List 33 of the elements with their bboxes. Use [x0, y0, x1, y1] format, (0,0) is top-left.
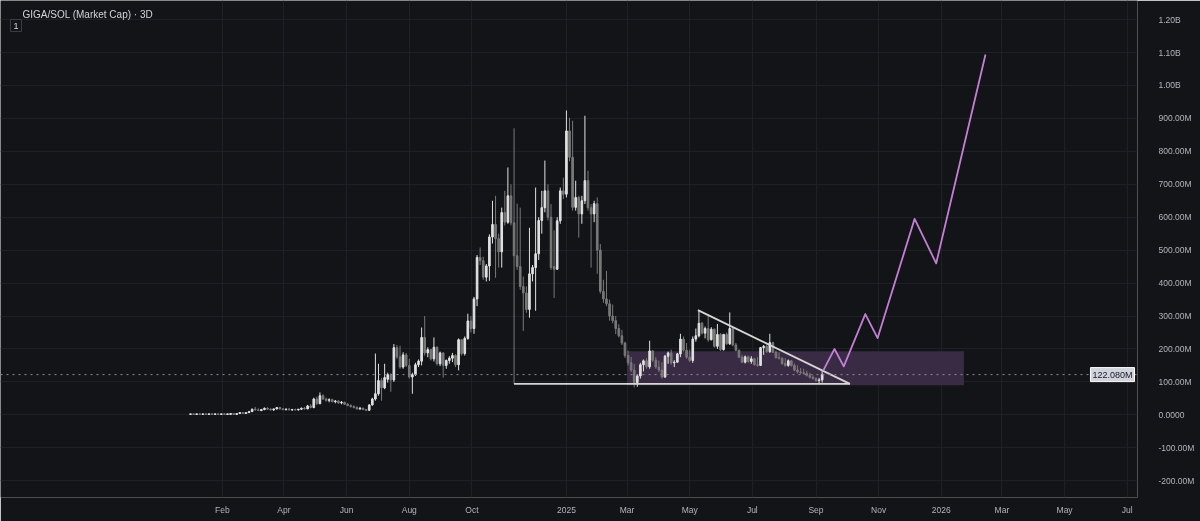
x-tick-label: Apr: [277, 504, 291, 515]
x-tick-label: Jul: [746, 504, 758, 515]
text: GIGA/SOL (Market Cap) · 3D: [22, 9, 153, 20]
x-tick-label: Nov: [871, 504, 887, 515]
y-tick-label: 800.00M: [1158, 146, 1192, 157]
x-tick-label: 2026: [931, 504, 952, 515]
x-tick-label: Oct: [465, 504, 480, 515]
y-tick-label: 700.00M: [1158, 179, 1192, 190]
x-tick-label: Jun: [339, 504, 354, 515]
x-tick-label: Aug: [401, 504, 418, 515]
y-tick-label: 600.00M: [1158, 212, 1192, 223]
y-tick-label: -100.00M: [1158, 442, 1195, 453]
ref-line-label: 122.080M: [1092, 369, 1133, 380]
y-tick-label: 1.20B: [1158, 14, 1182, 25]
x-tick-label: Jul: [1121, 504, 1133, 515]
x-tick-label: Feb: [215, 504, 230, 515]
x-tick-label: 2025: [556, 504, 577, 515]
x-tick-label: Sep: [808, 504, 824, 515]
y-tick-label: -200.00M: [1158, 475, 1195, 486]
y-tick-label: 0.0000: [1158, 409, 1185, 420]
y-tick-label: 200.00M: [1158, 343, 1192, 354]
y-tick-label: 400.00M: [1158, 278, 1192, 289]
y-tick-label: 500.00M: [1158, 245, 1192, 256]
y-tick-label: 900.00M: [1158, 113, 1192, 124]
y-tick-label: 1.00B: [1158, 80, 1182, 91]
y-tick-label: 100.00M: [1158, 376, 1192, 387]
x-tick-label: May: [681, 504, 699, 515]
x-tick-label: May: [1056, 504, 1074, 515]
x-tick-label: Mar: [994, 504, 1010, 515]
y-tick-label: 300.00M: [1158, 311, 1192, 322]
y-tick-label: 1.10B: [1158, 47, 1182, 58]
x-tick-label: Mar: [619, 504, 635, 515]
annotation: 1: [13, 20, 19, 31]
